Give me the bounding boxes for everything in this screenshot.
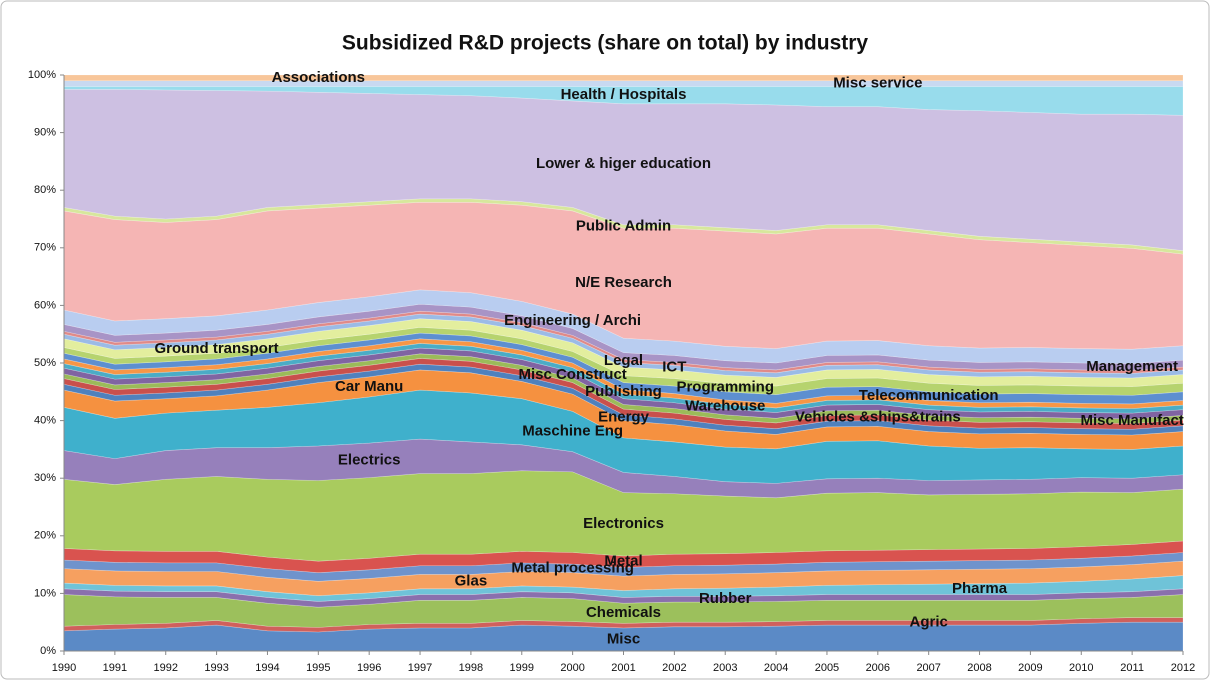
area: [63, 389, 1184, 484]
x-tick-label: 2003: [713, 662, 737, 674]
series-labels: Misc Agric Chemicals Rubber Pharma Glas Metal …: [155, 69, 1184, 648]
series-label: Ground transport: [155, 340, 279, 357]
x-tick-label: 2002: [662, 662, 686, 674]
series-label: Public Admin: [576, 217, 671, 234]
x-tick-label: 1998: [459, 662, 483, 674]
series-label: Vehicles &ships&trains: [795, 409, 961, 426]
x-tick-label: 1994: [255, 662, 279, 674]
x-tick-label: 1993: [204, 662, 228, 674]
area: [63, 318, 1184, 387]
x-tick-label: 2011: [1120, 662, 1144, 674]
series-label: Electronics: [583, 515, 664, 532]
area: [63, 332, 1184, 405]
area: [63, 438, 1184, 499]
x-tick-label: 1997: [408, 662, 432, 674]
series-label: Car Manu: [335, 378, 403, 395]
series-label: Engineering / Archi: [504, 312, 641, 329]
y-tick-label: 90%: [34, 127, 56, 139]
x-tick-label: 2010: [1069, 662, 1093, 674]
series-label: Warehouse: [685, 398, 765, 415]
area: [63, 313, 1184, 379]
area: [63, 74, 1184, 82]
y-tick-label: 10%: [34, 587, 56, 599]
y-tick-label: 80%: [34, 184, 56, 196]
x-tick-label: 2012: [1171, 662, 1195, 674]
series-label: Glas: [455, 573, 488, 590]
series-label: Metal: [604, 553, 642, 570]
y-tick-label: 40%: [34, 415, 56, 427]
series-label: Health / Hospitals: [561, 86, 687, 103]
series-label: N/E Research: [575, 274, 672, 291]
series-label: Energy: [598, 409, 650, 426]
axes: 0% 10% 20% 30% 40% 50% 60% 70% 80% 90% 100% 1990 199…: [28, 69, 1195, 674]
x-tick-label: 1995: [306, 662, 330, 674]
y-tick-label: 50%: [34, 357, 56, 369]
y-tick-label: 60%: [34, 299, 56, 311]
area: [63, 338, 1184, 409]
area: [63, 369, 1184, 450]
series-label: Misc service: [833, 75, 922, 92]
area: [63, 303, 1184, 371]
y-tick-label: 20%: [34, 530, 56, 542]
area: [63, 310, 1184, 374]
x-tick-label: 2009: [1018, 662, 1042, 674]
y-tick-label: 70%: [34, 242, 56, 254]
area: [63, 358, 1184, 430]
series-label: Pharma: [952, 580, 1008, 597]
series-label: Chemicals: [586, 604, 661, 621]
x-tick-label: 1990: [52, 662, 76, 674]
area: [63, 289, 1184, 364]
series-label: ICT: [662, 359, 686, 376]
x-tick-label: 2007: [916, 662, 940, 674]
series-label: Agric: [910, 614, 948, 631]
series-label: Misc: [607, 630, 640, 647]
series-label: Legal: [604, 352, 643, 369]
area: [63, 343, 1184, 414]
area: [63, 353, 1184, 424]
series-label: Electrics: [338, 451, 401, 468]
series-label: Programming: [676, 379, 774, 396]
series-label: Telecommunication: [859, 387, 999, 404]
x-tick-label: 1992: [153, 662, 177, 674]
series-label: Misc Manufact: [1080, 412, 1183, 429]
series-label: Publishing: [585, 383, 662, 400]
y-tick-label: 100%: [28, 69, 56, 81]
series-label: Maschine Eng: [522, 423, 623, 440]
area: [63, 363, 1184, 436]
series-label: Associations: [272, 69, 365, 86]
chart-title: Subsidized R&D projects (share on total)…: [342, 32, 869, 55]
y-tick-label: 30%: [34, 472, 56, 484]
x-tick-label: 2001: [611, 662, 635, 674]
series-label: Metal processing: [511, 559, 634, 576]
series-label: Lower & higer education: [536, 155, 711, 172]
x-tick-label: 2008: [967, 662, 991, 674]
x-tick-label: 1999: [510, 662, 534, 674]
x-tick-label: 2006: [866, 662, 890, 674]
areas: [63, 74, 1184, 652]
x-tick-label: 2000: [560, 662, 584, 674]
x-tick-label: 2005: [815, 662, 839, 674]
x-tick-label: 2004: [764, 662, 788, 674]
series-label: Misc Construct: [518, 366, 626, 383]
series-label: Management: [1086, 358, 1178, 375]
y-tick-label: 0%: [40, 645, 56, 657]
series-label: Rubber: [699, 590, 752, 607]
x-tick-label: 1996: [357, 662, 381, 674]
area: [63, 326, 1184, 396]
x-tick-label: 1991: [103, 662, 127, 674]
area: [63, 347, 1184, 420]
